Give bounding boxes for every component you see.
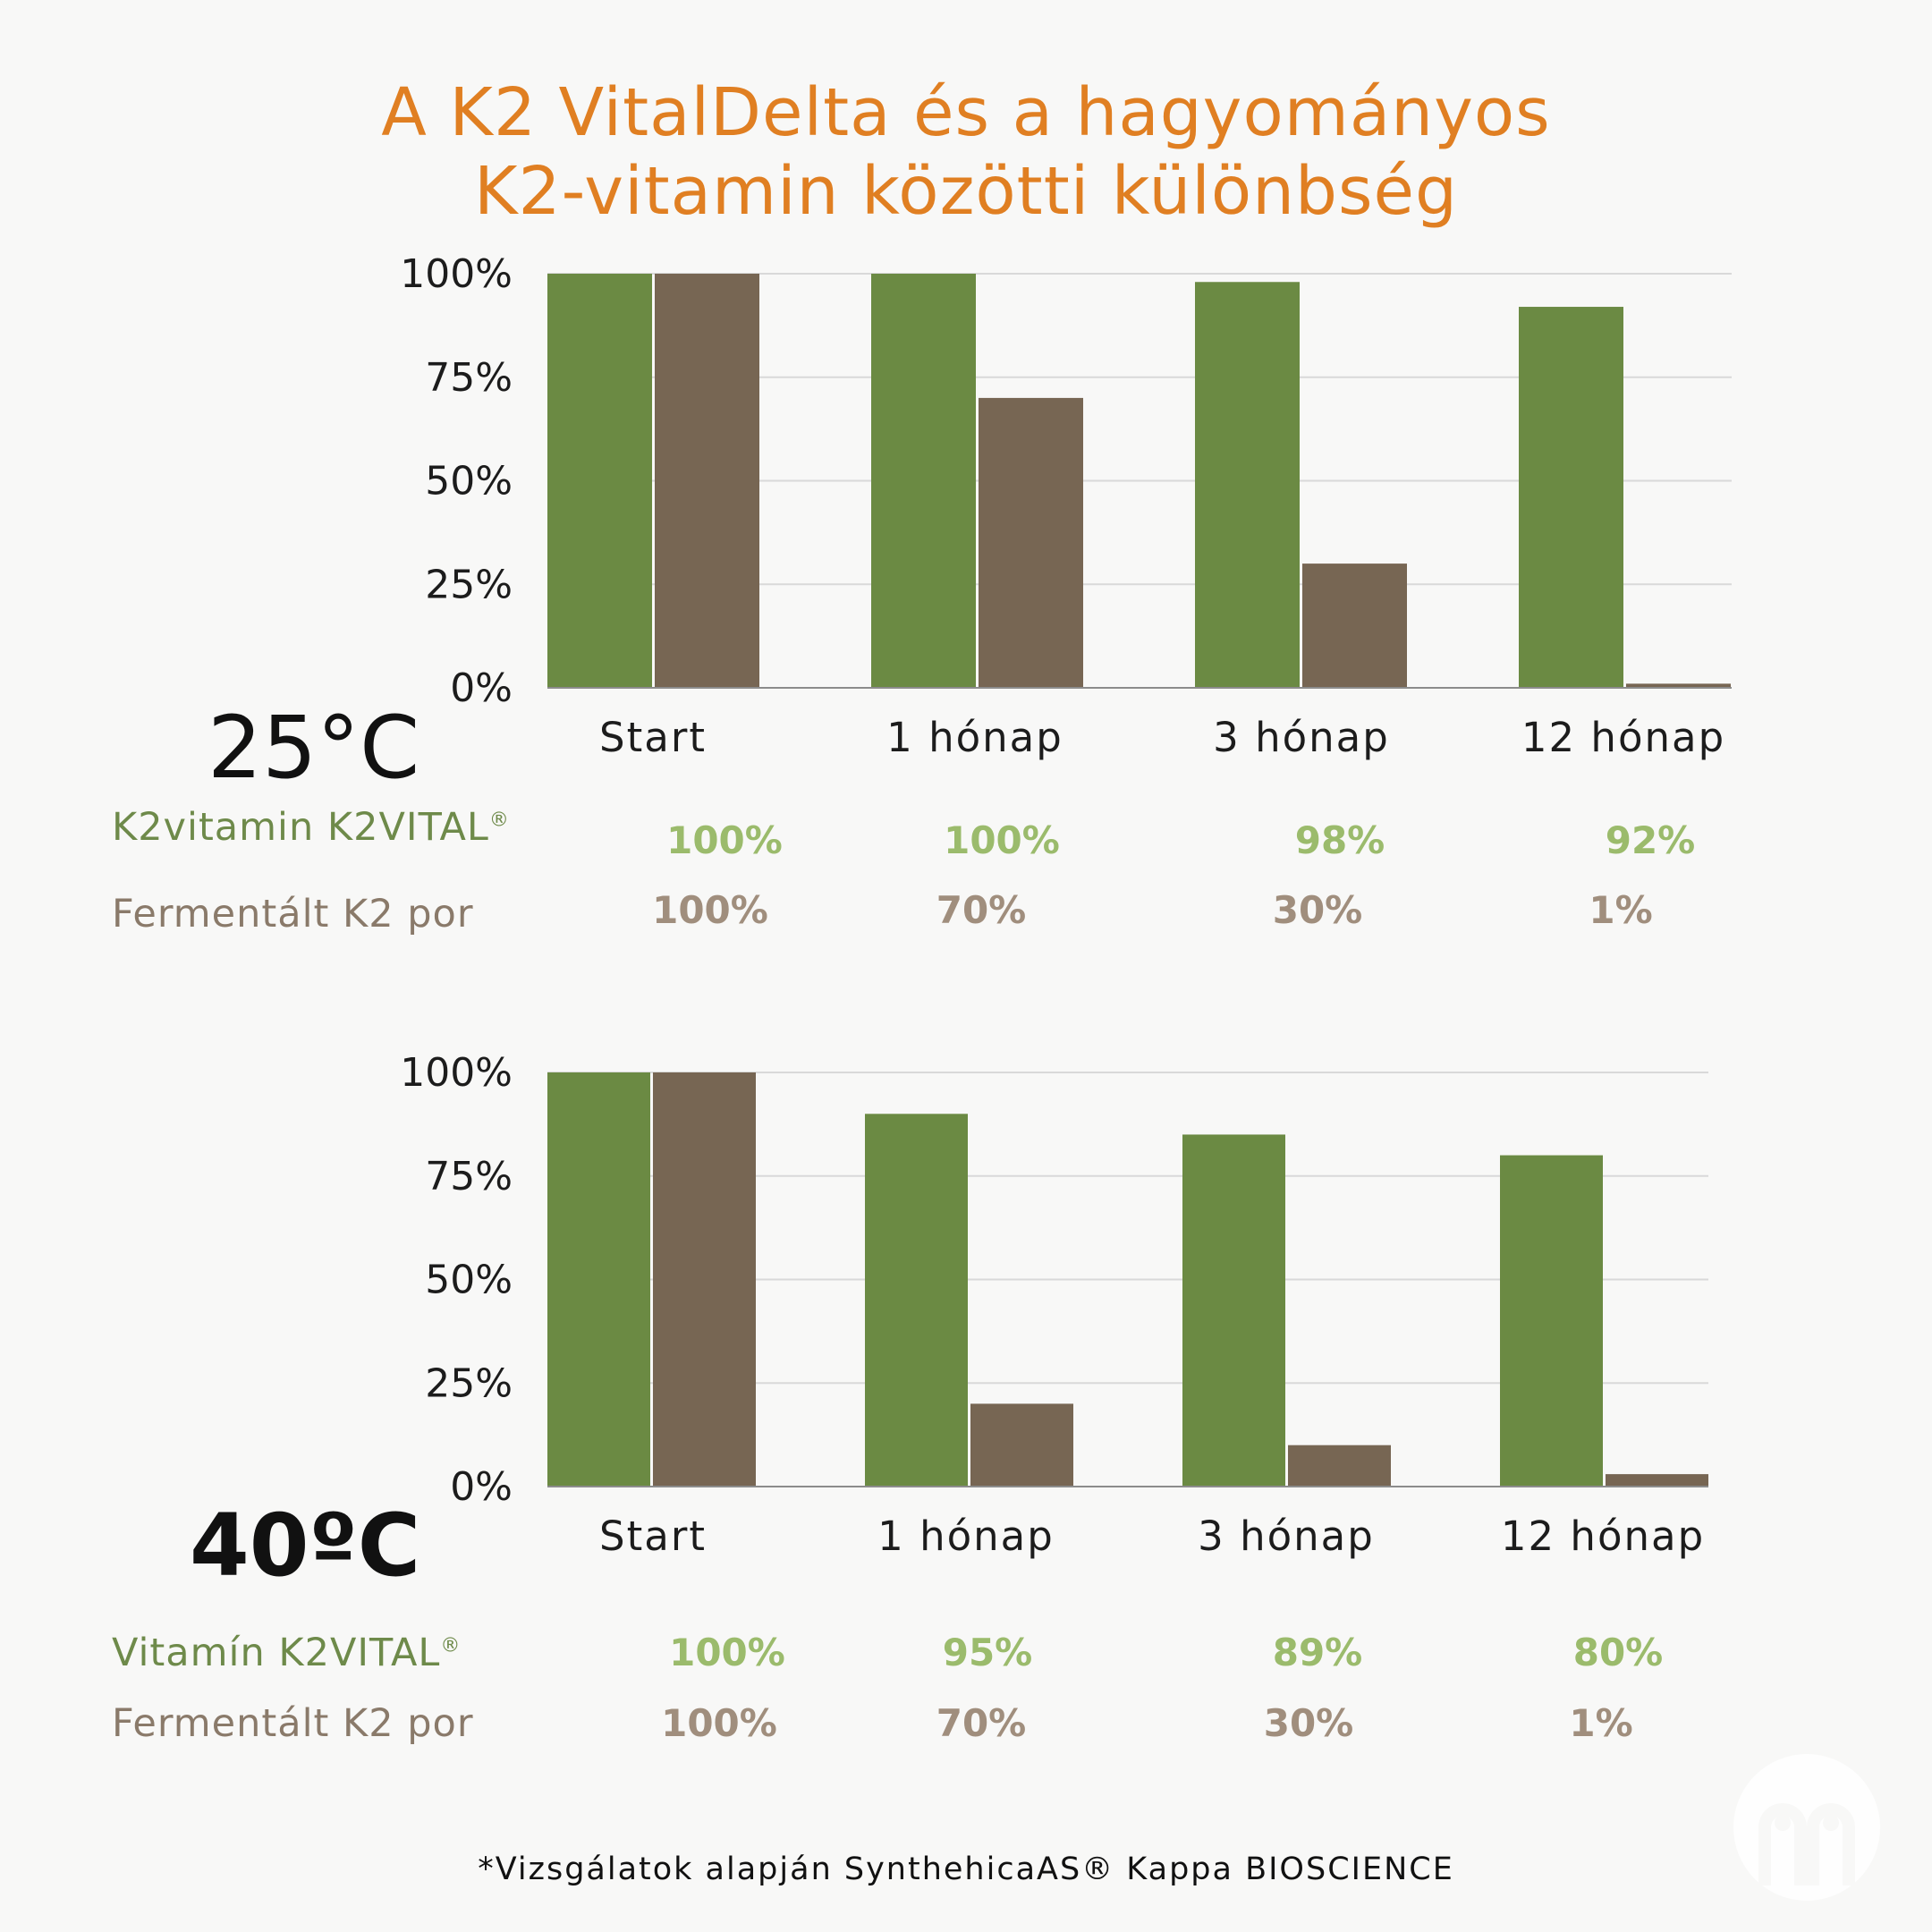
table-row-label-fermented-25c: Fermentált K2 por (112, 892, 474, 936)
bar-brown (1606, 1474, 1708, 1487)
x-category-label: Start (599, 714, 707, 761)
y-tick-label: 0% (450, 665, 513, 711)
table-value: 1% (1589, 888, 1653, 932)
y-tick-label: 100% (400, 1050, 513, 1096)
table-value: 89% (1272, 1631, 1363, 1674)
table-value: 30% (1263, 1701, 1354, 1745)
y-tick-label: 25% (425, 562, 513, 607)
table-value: 100% (669, 1631, 785, 1674)
bar-brown (970, 1403, 1073, 1487)
bar-green (1500, 1155, 1603, 1487)
y-tick-label: 50% (425, 1258, 513, 1303)
y-tick-label: 25% (425, 1360, 513, 1406)
temperature-label-25c: 25°C (208, 698, 420, 798)
bar-green (1195, 282, 1300, 688)
chart-title-line2: K2-vitamin közötti különbség (473, 153, 1459, 230)
y-tick-label: 0% (450, 1464, 513, 1510)
x-category-label: Start (599, 1513, 707, 1560)
table-value: 98% (1294, 818, 1385, 862)
table-value: 92% (1605, 818, 1696, 862)
bar-brown (1288, 1445, 1391, 1487)
table-value: 100% (944, 818, 1060, 862)
x-category-label: 3 hónap (1198, 1513, 1375, 1560)
bar-brown (1626, 683, 1731, 688)
bar-brown (655, 274, 759, 688)
table-value: 30% (1272, 888, 1363, 932)
bar-chart-25c: 100% 75% 50% 25% 0% Start 1 hónap 3 hónap 12 hón… (400, 251, 1732, 761)
table-value: 80% (1572, 1631, 1664, 1674)
bar-green (1182, 1134, 1285, 1487)
table-value: 100% (652, 888, 768, 932)
bar-brown (1302, 564, 1407, 688)
bar-green (1519, 307, 1623, 688)
table-value: 95% (942, 1631, 1033, 1674)
table-value: 70% (936, 1701, 1027, 1745)
table-row-label-k2vital-25c: K2vitamin K2VITAL® (112, 805, 510, 850)
table-row-label-k2vital-40c: Vitamín K2VITAL® (112, 1631, 462, 1675)
chart-title: A K2 VitalDelta és a hagyományos K2-vita… (0, 73, 1932, 231)
table-row-label-fermented-40c: Fermentált K2 por (112, 1701, 474, 1746)
bar-green (871, 274, 976, 688)
x-category-label: 1 hónap (877, 1513, 1055, 1560)
bar-brown (979, 397, 1083, 688)
x-category-label: 12 hónap (1501, 1513, 1705, 1560)
table-value: 70% (936, 888, 1027, 932)
bar-green (547, 1072, 650, 1487)
y-tick-label: 100% (400, 251, 513, 297)
x-category-label: 12 hónap (1521, 714, 1725, 761)
brand-logo-icon (1733, 1754, 1880, 1901)
y-tick-label: 75% (425, 355, 513, 401)
table-value: 1% (1569, 1701, 1633, 1745)
bar-green (865, 1114, 968, 1487)
bar-chart-40c: 100% 75% 50% 25% 0% Start 1 hónap 3 hónap 12 hón… (400, 1050, 1708, 1560)
table-value: 100% (666, 818, 783, 862)
chart-title-line1: A K2 VitalDelta és a hagyományos (381, 74, 1551, 151)
y-tick-label: 75% (425, 1154, 513, 1199)
bar-green (547, 274, 652, 688)
y-tick-label: 50% (425, 459, 513, 504)
footnote: *Vizsgálatok alapján SynthehicaAS® Kappa… (478, 1852, 1454, 1887)
x-category-label: 3 hónap (1213, 714, 1390, 761)
bar-brown (653, 1072, 756, 1487)
table-value: 100% (661, 1701, 777, 1745)
x-category-label: 1 hónap (886, 714, 1063, 761)
temperature-label-40c: 40ºC (190, 1496, 421, 1596)
